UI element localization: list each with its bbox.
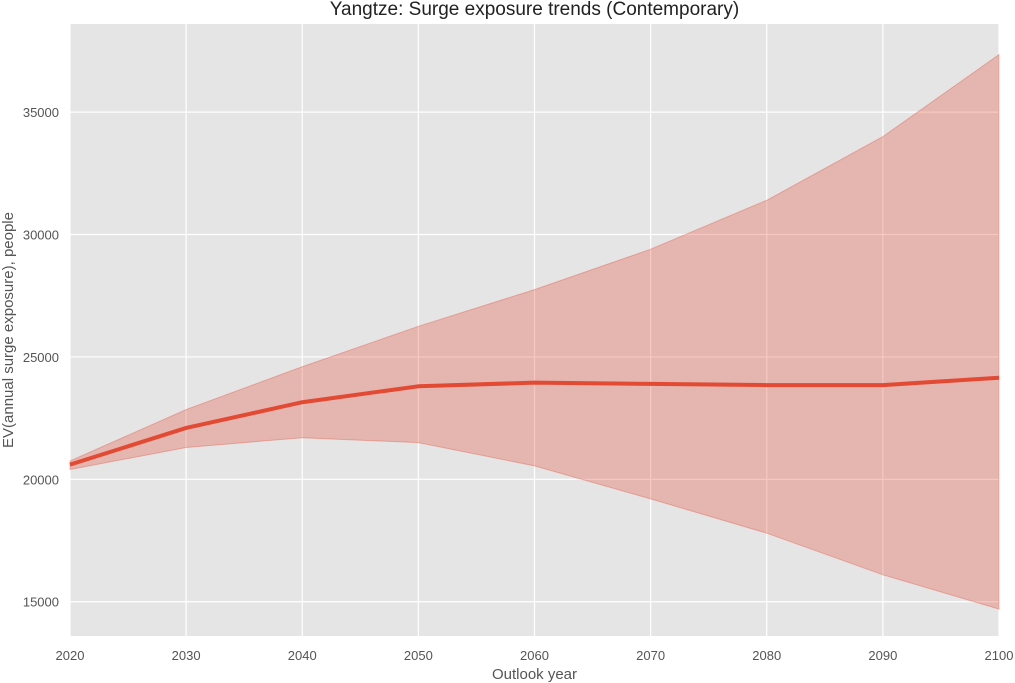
y-tick-label: 25000	[23, 350, 59, 365]
x-tick-label: 2080	[752, 648, 781, 663]
x-tick-label: 2040	[288, 648, 317, 663]
x-tick-label: 2030	[172, 648, 201, 663]
series-lines	[69, 375, 1000, 467]
x-tick-label: 2060	[520, 648, 549, 663]
x-tick-labels: 2020 2030 2040 2050 2060 2070 2080 2090 2100	[56, 648, 1014, 663]
x-axis-label: Outlook year	[492, 666, 577, 683]
chart-title: Yangtze: Surge exposure trends (Contempo…	[330, 0, 739, 20]
y-axis-label: EV(annual surge exposure), people	[0, 212, 17, 448]
x-tick-label: 2090	[868, 648, 897, 663]
y-tick-label: 20000	[23, 472, 59, 487]
grid-lines	[69, 24, 1000, 636]
uncertainty-band	[69, 53, 1000, 610]
y-tick-label: 30000	[23, 228, 59, 243]
confidence-band	[69, 53, 1000, 610]
x-tick-label: 2100	[985, 648, 1014, 663]
series-line	[69, 375, 1000, 467]
y-tick-label: 15000	[23, 595, 59, 610]
x-tick-label: 2070	[636, 648, 665, 663]
y-tick-label: 35000	[23, 105, 59, 120]
x-tick-label: 2050	[404, 648, 433, 663]
x-tick-label: 2020	[56, 648, 85, 663]
y-tick-labels: 15000 20000 25000 30000 35000	[23, 105, 59, 610]
